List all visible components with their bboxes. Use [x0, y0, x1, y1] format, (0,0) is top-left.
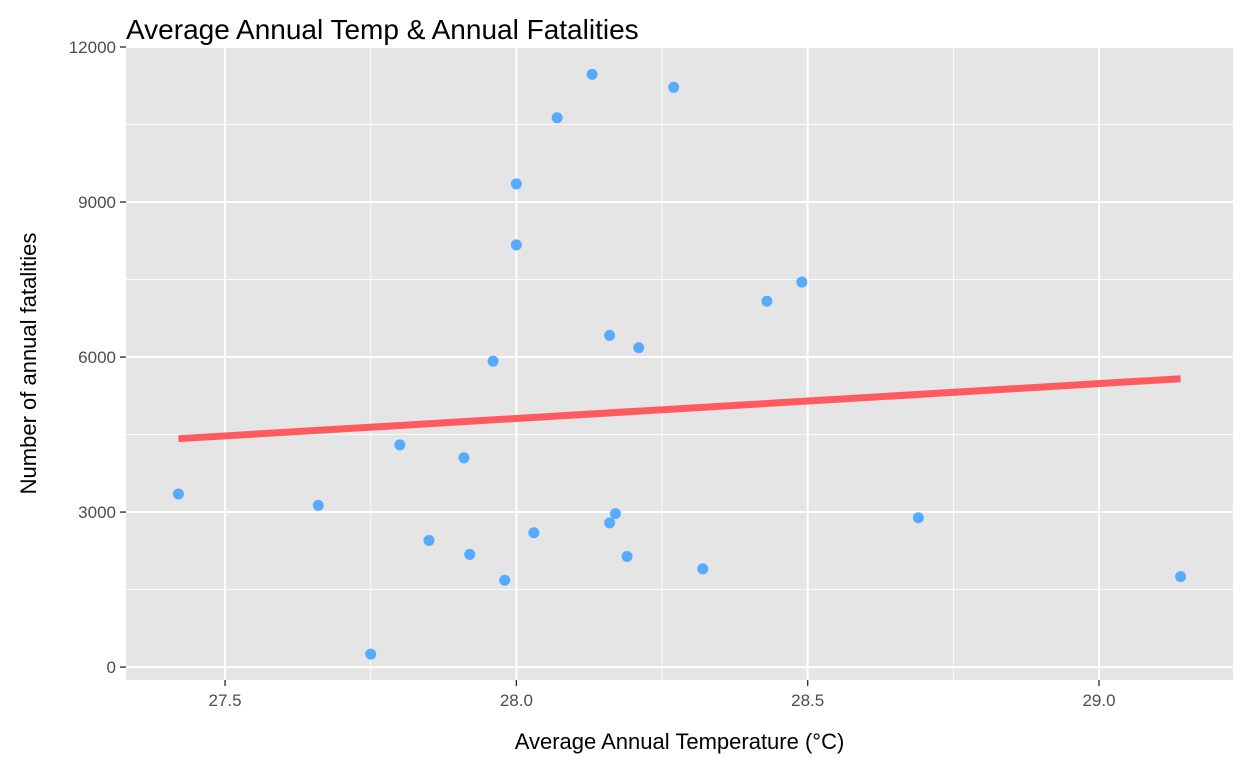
data-point	[172, 488, 184, 500]
data-point	[365, 648, 377, 660]
data-point	[551, 112, 563, 124]
data-point	[697, 563, 709, 575]
data-point	[621, 551, 633, 563]
plot-panel	[126, 47, 1233, 680]
data-point	[796, 276, 808, 288]
data-point	[464, 548, 476, 560]
y-tick-label: 6000	[78, 348, 116, 367]
data-point	[668, 81, 680, 93]
data-point	[1175, 571, 1187, 583]
major-grid	[126, 46, 1233, 680]
minor-grid	[126, 47, 1233, 680]
data-point	[761, 295, 773, 307]
data-point	[609, 508, 621, 520]
data-point	[510, 239, 522, 251]
x-tick-label: 29.0	[1082, 691, 1115, 710]
points-layer	[172, 68, 1187, 660]
y-tick-label: 3000	[78, 503, 116, 522]
data-point	[312, 499, 324, 511]
y-tick-label: 12000	[69, 38, 116, 57]
data-point	[604, 517, 616, 529]
data-point	[510, 178, 522, 190]
y-axis: 0 3000 6000 9000 12000	[69, 38, 126, 677]
data-point	[604, 329, 616, 341]
data-point	[487, 355, 499, 367]
y-tick-label: 0	[107, 658, 116, 677]
trend-layer	[178, 375, 1181, 443]
data-point	[633, 342, 645, 354]
chart-title: Average Annual Temp & Annual Fatalities	[126, 14, 639, 45]
x-tick-label: 27.5	[209, 691, 242, 710]
data-point	[499, 574, 511, 586]
data-point	[423, 534, 435, 546]
data-point	[458, 452, 470, 464]
x-axis: 27.5 28.0 28.5 29.0	[209, 680, 1116, 710]
data-point	[912, 512, 924, 524]
x-axis-title: Average Annual Temperature (°C)	[515, 729, 845, 754]
data-point	[586, 68, 598, 80]
trend-line	[178, 375, 1181, 443]
y-axis-title: Number of annual fatalities	[16, 233, 41, 495]
y-tick-label: 9000	[78, 193, 116, 212]
data-point	[528, 527, 540, 539]
x-tick-label: 28.0	[500, 691, 533, 710]
x-tick-label: 28.5	[791, 691, 824, 710]
data-point	[394, 439, 406, 451]
